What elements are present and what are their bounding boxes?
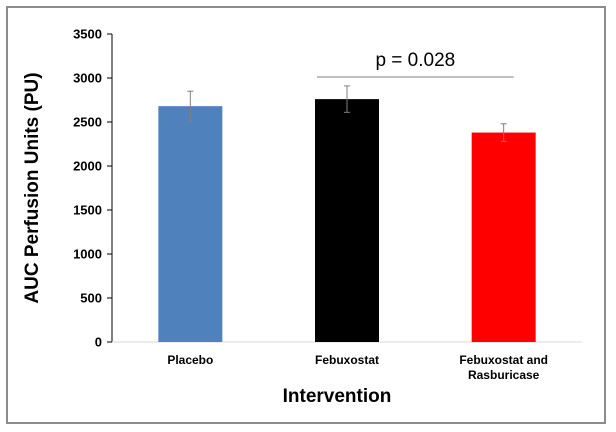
x-axis-categories: Placebo Febuxostat Febuxostat and Rasburica… [167, 353, 548, 382]
x-category-label: Febuxostat and Rasburicase [459, 353, 548, 382]
bars [158, 99, 536, 343]
y-tick-label: 2500 [73, 115, 102, 130]
y-axis-title: AUC Perfusion Units (PU) [22, 72, 43, 303]
x-category-label: Febuxostat [315, 353, 379, 367]
y-tick-label: 3000 [73, 71, 102, 86]
y-tick-label: 2000 [73, 159, 102, 174]
significance-label: p = 0.028 [375, 50, 455, 71]
y-tick-label: 1000 [73, 247, 102, 262]
chart-frame: 0 500 1000 1500 2000 2500 3000 3500 Placebo Febu… [6, 6, 606, 424]
bar [471, 132, 536, 342]
y-tick-label: 500 [80, 291, 102, 306]
bar [158, 106, 223, 342]
x-category-label: Placebo [167, 353, 213, 367]
y-tick-label: 1500 [73, 203, 102, 218]
y-tick-label: 0 [95, 335, 102, 350]
x-axis-title: Intervention [283, 386, 392, 407]
bar [315, 99, 379, 343]
error-bars [187, 85, 507, 142]
annotations: p = 0.028 [317, 50, 514, 78]
bar-chart: 0 500 1000 1500 2000 2500 3000 3500 Placebo Febu… [22, 27, 582, 407]
y-tick-label: 3500 [73, 27, 102, 42]
